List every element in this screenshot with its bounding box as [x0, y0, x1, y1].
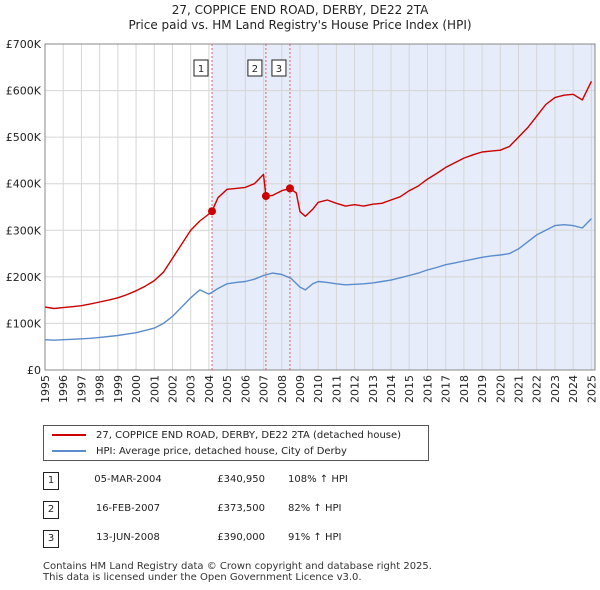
x-tick-label: 2009 — [294, 375, 307, 403]
x-tick-label: 2013 — [367, 375, 380, 403]
x-tick-label: 2002 — [166, 375, 179, 403]
legend-swatch-property — [52, 434, 86, 436]
x-tick-label: 2005 — [221, 375, 234, 403]
sale-label: 2 — [252, 64, 258, 75]
sale-label: 1 — [198, 64, 204, 75]
sale-number-badge: 3 — [43, 530, 59, 548]
y-tick-label: £400K — [6, 178, 42, 191]
x-tick-label: 2000 — [130, 375, 143, 403]
y-tick-label: £500K — [6, 131, 42, 144]
legend-item-property: 27, COPPICE END ROAD, DERBY, DE22 2TA (d… — [52, 428, 401, 444]
legend-swatch-hpi — [52, 450, 86, 452]
sale-hpi-change: 82% ↑ HPI — [288, 503, 342, 514]
x-tick-label: 2024 — [567, 375, 580, 403]
x-tick-label: 2014 — [385, 375, 398, 403]
legend-label-hpi: HPI: Average price, detached house, City… — [96, 446, 347, 457]
x-tick-label: 1996 — [57, 375, 70, 403]
x-tick-label: 2003 — [185, 375, 198, 403]
table-row: 2 16-FEB-2007 £373,500 82% ↑ HPI — [43, 501, 403, 519]
y-tick-label: £700K — [6, 38, 42, 51]
y-tick-label: £600K — [6, 85, 42, 98]
table-row: 1 05-MAR-2004 £340,950 108% ↑ HPI — [43, 472, 403, 490]
x-tick-label: 2017 — [440, 375, 453, 403]
sale-point — [261, 192, 270, 201]
x-tick-label: 2008 — [276, 375, 289, 403]
y-tick-label: £200K — [6, 271, 42, 284]
x-tick-label: 2016 — [421, 375, 434, 403]
sale-number-badge: 1 — [43, 472, 59, 490]
sale-label-box — [247, 59, 263, 77]
title-line-2: Price paid vs. HM Land Registry's House … — [128, 18, 472, 32]
x-tick-label: 2023 — [549, 375, 562, 403]
sale-number-badge: 2 — [43, 501, 59, 519]
property-price-line — [44, 80, 593, 310]
sale-label-box — [271, 59, 287, 77]
x-tick-label: 2004 — [203, 375, 216, 403]
sale-hpi-change: 108% ↑ HPI — [288, 474, 348, 485]
x-tick-label: 1999 — [112, 375, 125, 403]
sale-price: £373,500 — [217, 503, 265, 514]
x-tick-label: 2001 — [148, 375, 161, 403]
ownership-shade — [212, 44, 596, 370]
x-tick-label: 2006 — [239, 375, 252, 403]
chart-title: 27, COPPICE END ROAD, DERBY, DE22 2TA Pr… — [0, 3, 600, 33]
x-tick-label: 2025 — [585, 375, 598, 403]
x-tick-label: 2015 — [403, 375, 416, 403]
x-tick-label: 2007 — [258, 375, 271, 403]
x-tick-label: 2020 — [494, 375, 507, 403]
sale-hpi-change: 91% ↑ HPI — [288, 532, 342, 543]
sale-date: 16-FEB-2007 — [95, 503, 161, 514]
sale-point — [208, 207, 217, 216]
legend-item-hpi: HPI: Average price, detached house, City… — [52, 444, 347, 460]
y-tick-label: £100K — [6, 317, 42, 330]
table-row: 3 13-JUN-2008 £390,000 91% ↑ HPI — [43, 530, 403, 548]
hpi-line — [44, 218, 592, 341]
x-tick-label: 2010 — [312, 375, 325, 403]
sale-label-box — [193, 59, 209, 77]
sale-point — [285, 184, 294, 193]
x-tick-label: 1995 — [39, 375, 52, 403]
x-tick-label: 2012 — [349, 375, 362, 403]
sale-price: £390,000 — [217, 532, 265, 543]
price-chart: £0 £100K £200K £300K £400K £500K £600K £700K 199… — [6, 38, 599, 403]
sale-price: £340,950 — [217, 474, 265, 485]
y-tick-label: £300K — [6, 224, 42, 237]
x-tick-label: 2021 — [513, 375, 526, 403]
x-tick-label: 1998 — [94, 375, 107, 403]
x-tick-label: 2019 — [476, 375, 489, 403]
y-tick-label: £0 — [27, 364, 41, 377]
footer-copyright: Contains HM Land Registry data © Crown c… — [43, 561, 432, 572]
plot-border — [44, 43, 596, 371]
sale-date: 05-MAR-2004 — [94, 474, 162, 485]
x-tick-label: 2011 — [330, 375, 343, 403]
x-tick-label: 2018 — [458, 375, 471, 403]
sale-label: 3 — [276, 64, 282, 75]
legend: 27, COPPICE END ROAD, DERBY, DE22 2TA (d… — [43, 425, 429, 461]
sale-date: 13-JUN-2008 — [96, 532, 160, 543]
footer-licence: This data is licensed under the Open Gov… — [43, 572, 362, 583]
title-line-1: 27, COPPICE END ROAD, DERBY, DE22 2TA — [171, 3, 429, 17]
x-tick-label: 2022 — [531, 375, 544, 403]
footer: Contains HM Land Registry data © Crown c… — [43, 561, 432, 583]
legend-label-property: 27, COPPICE END ROAD, DERBY, DE22 2TA (d… — [96, 430, 402, 441]
x-tick-label: 1997 — [75, 375, 88, 403]
